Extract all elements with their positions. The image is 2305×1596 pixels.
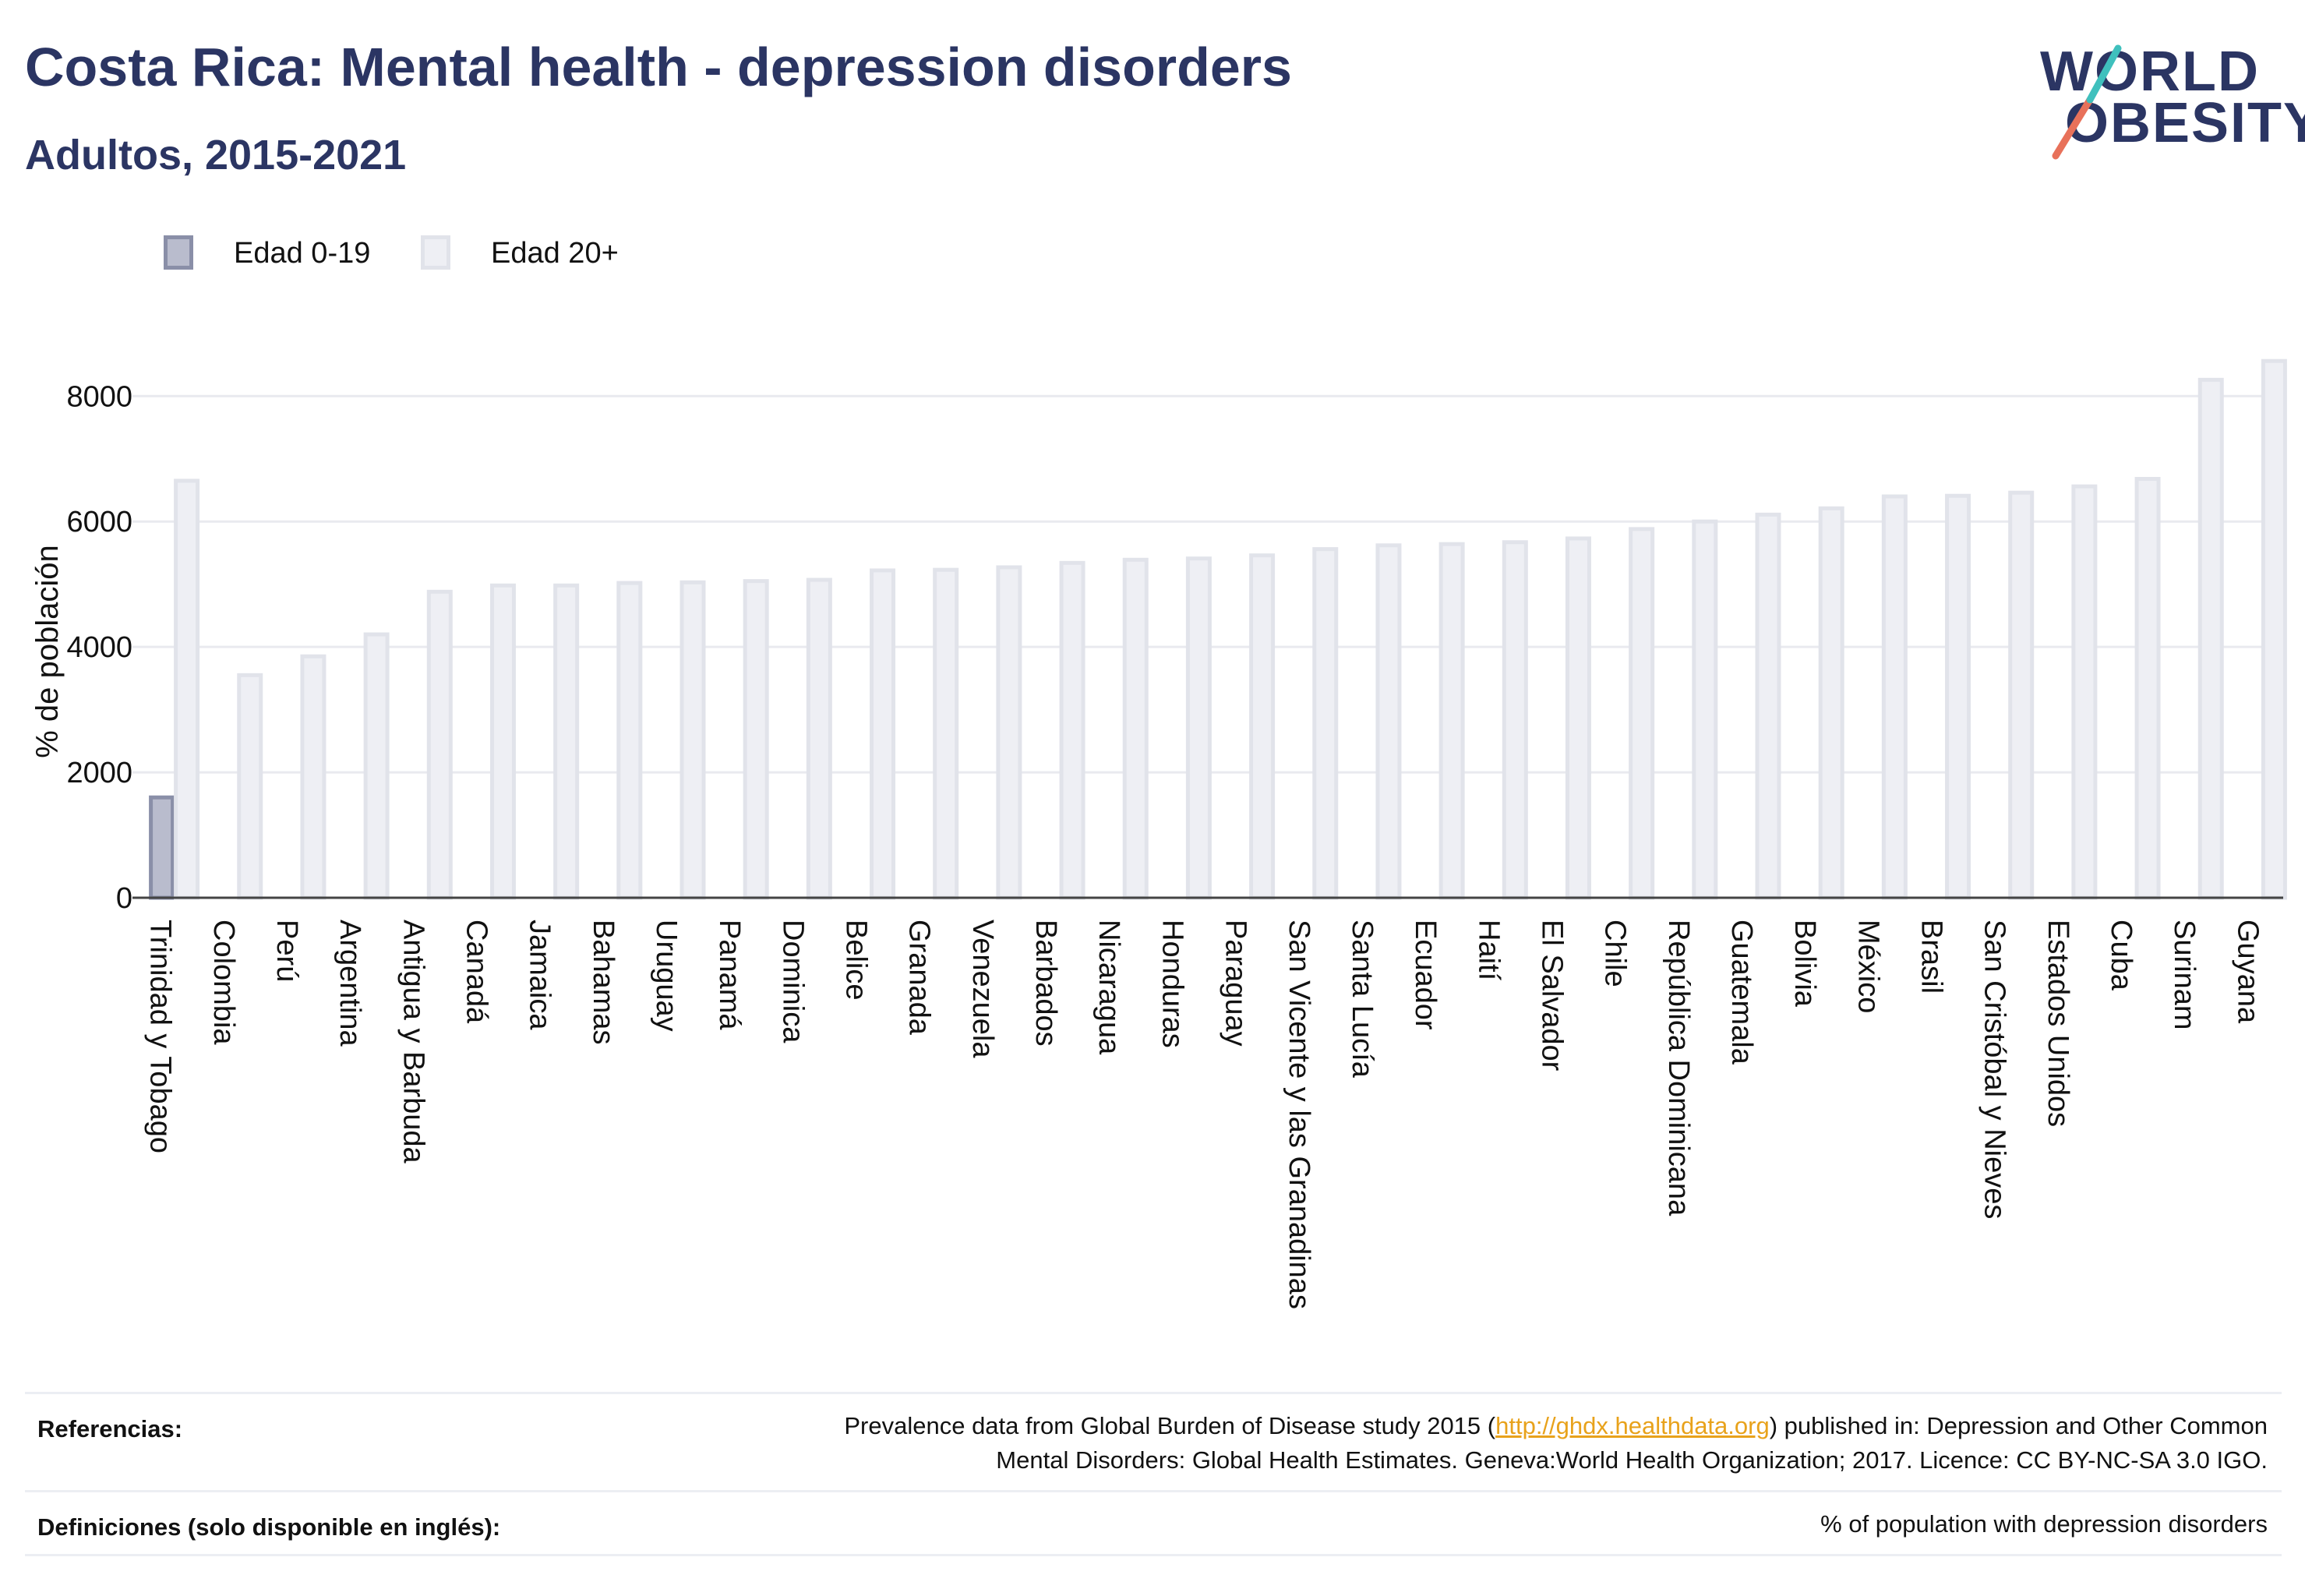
- bar-age-20-plus: [1059, 560, 1085, 900]
- footer-divider: [25, 1554, 2282, 1556]
- y-tick-label: 6000: [66, 506, 132, 538]
- bar-age-20-plus: [300, 654, 327, 900]
- x-tick-label: San Vicente y las Granadinas: [1283, 920, 1315, 1309]
- y-tick-label: 2000: [66, 757, 132, 789]
- x-tick-label: Ecuador: [1409, 920, 1442, 1030]
- x-tick-label: Estados Unidos: [2042, 920, 2074, 1127]
- bar-age-20-plus: [1249, 553, 1276, 900]
- bar-age-20-plus: [1185, 556, 1212, 900]
- footer-divider: [25, 1490, 2282, 1492]
- bar-age-20-plus: [870, 568, 896, 900]
- logo-text-world: WORLD: [2040, 41, 2260, 103]
- x-tick-label: Paraguay: [1220, 920, 1252, 1047]
- definitions-label: Definiciones (solo disponible en inglés)…: [37, 1513, 501, 1541]
- logo-text-obesity: OBESITY: [2065, 92, 2305, 154]
- x-tick-label: Guatemala: [1725, 920, 1758, 1065]
- legend-swatch-age-0-19: [164, 235, 193, 270]
- bar-age-20-plus: [1312, 547, 1339, 900]
- x-tick-label: Chile: [1599, 920, 1632, 987]
- footer-divider: [25, 1392, 2282, 1394]
- bar-age-20-plus: [1692, 519, 1718, 900]
- references-label: Referencias:: [37, 1415, 183, 1442]
- definitions-text: % of population with depression disorder…: [1820, 1510, 2268, 1538]
- x-tick-label: Jamaica: [524, 920, 556, 1030]
- x-tick-label: El Salvador: [1535, 920, 1568, 1072]
- x-tick-label: Dominica: [776, 920, 809, 1043]
- x-tick-label: Perú: [270, 920, 303, 982]
- x-tick-label: Surinam: [2168, 920, 2201, 1030]
- bar-age-20-plus: [2008, 490, 2035, 900]
- x-tick-label: San Cristóbal y Nieves: [1978, 920, 2011, 1219]
- x-tick-label: Brasil: [1915, 920, 1948, 994]
- x-tick-label: Guyana: [2231, 920, 2264, 1024]
- x-tick-label: Honduras: [1156, 920, 1188, 1048]
- bar-age-20-plus: [1945, 493, 1971, 900]
- x-tick-label: Colombia: [207, 920, 240, 1045]
- x-tick-label: Argentina: [334, 920, 366, 1047]
- bar-age-20-plus: [1122, 557, 1149, 900]
- bar-age-20-plus: [1755, 512, 1781, 900]
- x-tick-label: México: [1851, 920, 1884, 1013]
- bar-age-20-plus: [2197, 377, 2224, 900]
- x-tick-label: Nicaragua: [1092, 920, 1125, 1055]
- y-tick-label: 4000: [66, 631, 132, 664]
- bar-age-20-plus: [2261, 358, 2287, 900]
- legend-label-age-20-plus: Edad 20+: [491, 237, 619, 270]
- bar-age-20-plus: [1881, 494, 1908, 900]
- logo-slash-icon: [2052, 44, 2122, 160]
- bar-age-20-plus: [174, 478, 200, 900]
- x-tick-label: Santa Lucía: [1346, 920, 1378, 1079]
- bar-age-20-plus: [1629, 527, 1655, 900]
- bar-age-20-plus: [2134, 476, 2161, 900]
- world-obesity-logo: WORLD OBESITY: [2026, 39, 2305, 164]
- x-tick-label: Haití: [1472, 920, 1505, 981]
- references-text-line2: Mental Disorders: Global Health Estimate…: [996, 1446, 2268, 1474]
- bar-age-20-plus: [996, 565, 1022, 900]
- x-tick-label: Granada: [903, 920, 936, 1036]
- bar-age-20-plus: [806, 577, 832, 900]
- bar-age-20-plus: [1818, 506, 1844, 900]
- x-tick-label: Uruguay: [650, 920, 683, 1032]
- chart-title: Costa Rica: Mental health - depression d…: [25, 37, 1292, 97]
- x-tick-label: Bolivia: [1788, 920, 1821, 1008]
- bar-age-20-plus: [426, 589, 453, 900]
- bar-age-20-plus: [1565, 536, 1591, 900]
- x-tick-label: Cuba: [2105, 920, 2137, 991]
- references-text: Prevalence data from Global Burden of Di…: [844, 1409, 2268, 1478]
- bar-age-20-plus: [553, 583, 580, 900]
- references-link[interactable]: http://ghdx.healthdata.org: [1495, 1412, 1770, 1439]
- y-tick-label: 8000: [66, 380, 132, 413]
- bar-age-20-plus: [743, 579, 769, 900]
- x-tick-label: Belice: [840, 920, 873, 1001]
- bar-chart: 0 2000 4000 6000 8000 % de población Trinidad …: [30, 358, 2287, 1309]
- legend-swatch-age-20-plus: [421, 235, 450, 270]
- y-axis-label: % de población: [30, 545, 65, 758]
- bar-age-20-plus: [237, 673, 263, 900]
- bar-age-20-plus: [616, 581, 643, 900]
- bar-age-20-plus: [363, 632, 390, 900]
- x-tick-label: Venezuela: [966, 920, 999, 1058]
- bar-age-0-19: [149, 795, 175, 900]
- bar-age-20-plus: [2071, 484, 2098, 900]
- x-tick-label: Trinidad y Tobago: [144, 920, 177, 1153]
- x-tick-label: República Dominicana: [1662, 920, 1695, 1216]
- bar-age-20-plus: [489, 583, 516, 900]
- x-tick-label: Antigua y Barbuda: [397, 920, 429, 1164]
- x-tick-label: Canadá: [460, 920, 492, 1024]
- bar-age-20-plus: [1502, 540, 1528, 900]
- x-tick-label: Bahamas: [587, 920, 619, 1045]
- bar-age-20-plus: [1438, 542, 1465, 900]
- bar-age-20-plus: [933, 567, 959, 900]
- legend-label-age-0-19: Edad 0-19: [234, 237, 371, 270]
- bar-age-20-plus: [1375, 543, 1402, 900]
- references-text-post: ) published in: Depression and Other Com…: [1769, 1412, 2268, 1439]
- references-text-pre: Prevalence data from Global Burden of Di…: [844, 1412, 1496, 1439]
- y-tick-label: 0: [116, 882, 132, 915]
- x-tick-label: Barbados: [1029, 920, 1062, 1047]
- chart-subtitle: Adultos, 2015-2021: [25, 132, 407, 178]
- bar-age-20-plus: [679, 580, 706, 900]
- x-tick-label: Panamá: [713, 920, 746, 1030]
